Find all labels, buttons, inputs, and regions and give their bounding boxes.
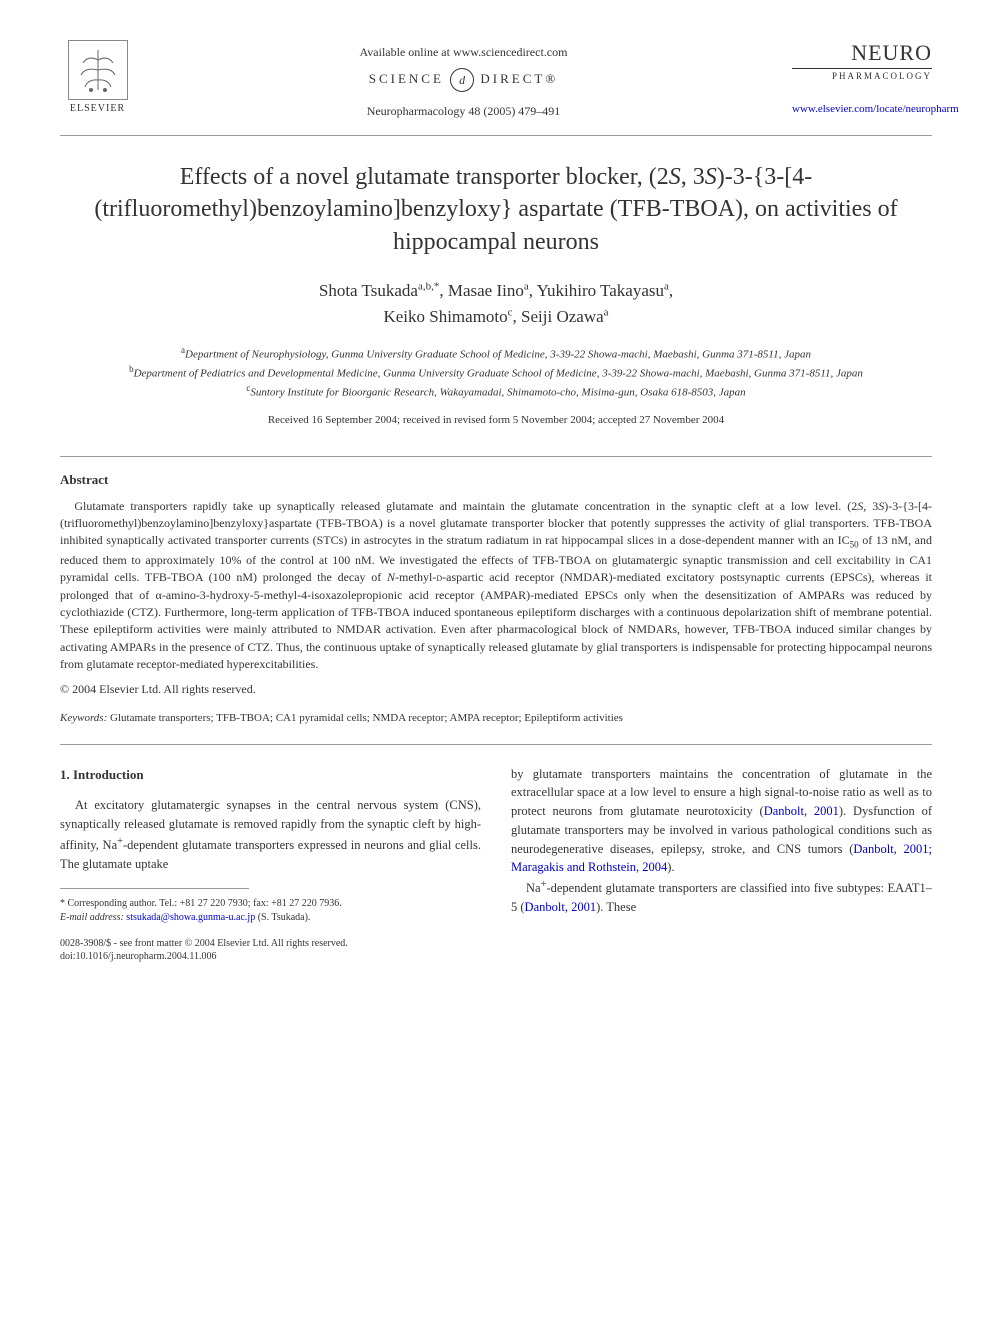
affiliation-a: Department of Neurophysiology, Gunma Uni… (185, 349, 811, 361)
copyright-text: © 2004 Elsevier Ltd. All rights reserved… (60, 682, 932, 697)
science-direct-logo: SCIENCE d DIRECT® (135, 68, 792, 92)
available-online-text: Available online at www.sciencedirect.co… (135, 45, 792, 60)
journal-link[interactable]: www.elsevier.com/locate/neuropharm (792, 103, 932, 115)
author-4: Keiko Shimamoto (383, 307, 507, 326)
journal-reference: Neuropharmacology 48 (2005) 479–491 (135, 104, 792, 119)
email-line: E-mail address: stsukada@showa.gunma-u.a… (60, 911, 481, 925)
science-text: SCIENCE (369, 71, 444, 86)
doi-line: doi:10.1016/j.neuropharm.2004.11.006 (60, 950, 481, 963)
elsevier-logo: ELSEVIER (60, 40, 135, 125)
author-2-prefix: , Masae Iino (439, 281, 524, 300)
intro-paragraph-1: At excitatory glutamatergic synapses in … (60, 796, 481, 873)
email-link[interactable]: stsukada@showa.gunma-u.ac.jp (126, 912, 255, 923)
citation-danbolt-maragakis[interactable]: Danbolt, 2001; Maragakis and Rothstein, … (511, 842, 932, 875)
author-1: Shota Tsukada (319, 281, 418, 300)
email-label: E-mail address: (60, 912, 124, 923)
author-5-affil: a (604, 306, 609, 318)
introduction-heading: 1. Introduction (60, 765, 481, 785)
footnote-divider (60, 888, 249, 889)
center-header: Available online at www.sciencedirect.co… (135, 40, 792, 119)
direct-text: DIRECT® (480, 71, 558, 86)
intro-paragraph-2: by glutamate transporters maintains the … (511, 765, 932, 878)
affiliation-b: Department of Pediatrics and Development… (134, 368, 863, 380)
elsevier-tree-icon (68, 40, 128, 100)
keywords-text: Glutamate transporters; TFB-TBOA; CA1 py… (107, 712, 623, 724)
left-column: 1. Introduction At excitatory glutamater… (60, 765, 481, 964)
page-header: ELSEVIER Available online at www.science… (60, 40, 932, 125)
citation-danbolt-2001a[interactable]: Danbolt, 2001 (764, 804, 839, 818)
keywords-label: Keywords: (60, 712, 107, 724)
bottom-info: 0028-3908/$ - see front matter © 2004 El… (60, 937, 481, 963)
pharmacology-subtitle: PHARMACOLOGY (792, 71, 932, 81)
author-1-affil: a,b, (418, 281, 434, 293)
corresponding-footnote: * Corresponding author. Tel.: +81 27 220… (60, 897, 481, 925)
author-3-prefix: , Yukihiro Takayasu (529, 281, 664, 300)
affiliations: aDepartment of Neurophysiology, Gunma Un… (60, 344, 932, 401)
article-dates: Received 16 September 2004; received in … (60, 414, 932, 426)
right-column: by glutamate transporters maintains the … (511, 765, 932, 964)
author-3-affil: a (664, 281, 669, 293)
authors-list: Shota Tsukadaa,b,*, Masae Iinoa, Yukihir… (60, 278, 932, 329)
body-columns: 1. Introduction At excitatory glutamater… (60, 765, 932, 964)
affiliation-c: Suntory Institute for Bioorganic Researc… (250, 387, 745, 399)
email-suffix: (S. Tsukada). (255, 912, 310, 923)
intro-paragraph-3: Na+-dependent glutamate transporters are… (511, 877, 932, 917)
abstract-top-divider (60, 456, 932, 457)
corr-author-info: * Corresponding author. Tel.: +81 27 220… (60, 897, 481, 911)
keywords-divider (60, 744, 932, 745)
neuro-title: NEURO (792, 40, 932, 69)
journal-logo: NEURO PHARMACOLOGY www.elsevier.com/loca… (792, 40, 932, 115)
header-divider (60, 135, 932, 136)
abstract-heading: Abstract (60, 472, 932, 488)
article-title: Effects of a novel glutamate transporter… (60, 161, 932, 258)
author-5-prefix: , Seiji Ozawa (513, 307, 604, 326)
keywords-line: Keywords: Glutamate transporters; TFB-TB… (60, 712, 932, 724)
abstract-text: Glutamate transporters rapidly take up s… (60, 498, 932, 674)
sd-circle-icon: d (450, 68, 474, 92)
elsevier-text: ELSEVIER (70, 103, 125, 114)
issn-line: 0028-3908/$ - see front matter © 2004 El… (60, 937, 481, 950)
citation-danbolt-2001b[interactable]: Danbolt, 2001 (525, 900, 597, 914)
